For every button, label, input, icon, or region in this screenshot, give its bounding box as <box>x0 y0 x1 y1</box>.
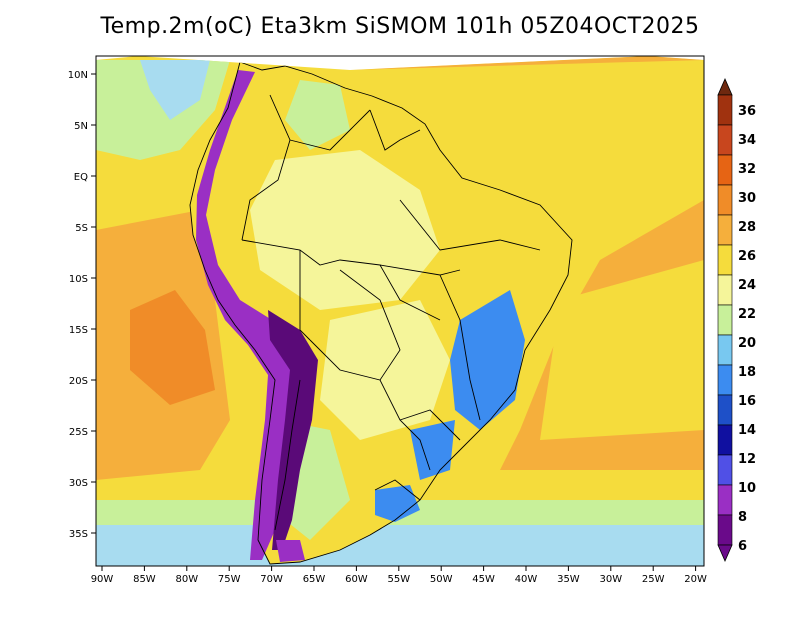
lon-tick-label: 80W <box>175 574 198 585</box>
border-uruguay <box>374 479 421 501</box>
lon-tick-label: 60W <box>345 574 368 585</box>
colorbar-segment <box>717 274 733 306</box>
colorbar-legend: 36 34 32 30 28 26 24 22 20 18 16 14 12 10 8 6 <box>717 78 756 562</box>
lat-tick-label: 5N <box>74 121 88 132</box>
colorbar-label: 6 <box>738 539 747 554</box>
lon-tick-label: 70W <box>260 574 283 585</box>
lon-tick-label: 45W <box>472 574 495 585</box>
andes-cold <box>196 70 300 560</box>
border-peru-bolivia <box>299 250 311 341</box>
lon-tick-label: 65W <box>303 574 326 585</box>
lat-tick-label: 35S <box>69 529 88 540</box>
ocean-coldest-south <box>96 525 704 566</box>
border-paraguay-argentina <box>379 379 431 471</box>
border-brazil-south <box>399 409 461 441</box>
lon-tick-label: 50W <box>430 574 453 585</box>
lat-tick-label: EQ <box>74 172 88 183</box>
colorbar-label: 14 <box>738 423 756 438</box>
highland-cold-minas <box>450 290 525 430</box>
patagonia-coldest <box>276 540 305 562</box>
colorbar-label: 10 <box>738 481 756 496</box>
colorbar-segment <box>717 244 733 276</box>
land-mild-central <box>320 300 450 440</box>
lon-tick-label: 30W <box>599 574 622 585</box>
colorbar-label: 34 <box>738 133 756 148</box>
lon-tick-label: 35W <box>557 574 580 585</box>
border-bolivia <box>309 269 401 381</box>
colorbar-segment <box>717 394 733 426</box>
border-guianas <box>369 109 421 151</box>
lat-tick-label: 10S <box>69 274 88 285</box>
latitude-axis: 10N 5N EQ 5S 10S 15S 20S 25S 30S 35S <box>68 70 96 540</box>
colorbar-top-arrow <box>717 78 733 96</box>
lat-tick-label: 15S <box>69 325 88 336</box>
lat-tick-label: 20S <box>69 376 88 387</box>
land-green-venezuela <box>285 80 350 150</box>
lat-tick-label: 30S <box>69 478 88 489</box>
lon-tick-label: 55W <box>387 574 410 585</box>
lon-tick-label: 20W <box>684 574 707 585</box>
lon-tick-label: 75W <box>218 574 241 585</box>
colorbar-label: 28 <box>738 220 756 235</box>
colorbar-label: 32 <box>738 162 756 177</box>
colorbar-label: 26 <box>738 249 756 264</box>
longitude-axis: 90W 85W 80W 75W 70W 65W 60W 55W 50W 45W 40W 35W 30W 2… <box>91 566 707 585</box>
colorbar-label: 12 <box>738 452 756 467</box>
colorbar-label: 18 <box>738 365 756 380</box>
andes-coldest <box>268 310 318 550</box>
colorbar-segment <box>717 514 733 546</box>
colorbar-segment <box>717 364 733 396</box>
colorbar-label: 36 <box>738 104 756 119</box>
colorbar-label: 20 <box>738 336 756 351</box>
lon-tick-label: 85W <box>133 574 156 585</box>
colorbar-segment <box>717 484 733 516</box>
lon-tick-label: 40W <box>515 574 538 585</box>
map-title: Temp.2m(oC) Eta3km SiSMOM 101h 05Z04OCT2… <box>100 14 700 39</box>
field-layer <box>96 56 704 566</box>
highland-cold-rs <box>375 485 420 522</box>
border-brazil-states-c <box>379 264 441 321</box>
colorbar-label: 8 <box>738 510 747 525</box>
map-frame <box>95 55 705 567</box>
ocean-warm-atlantic <box>540 260 704 440</box>
colorbar-label: 30 <box>738 191 756 206</box>
colorbar-segment <box>717 184 733 216</box>
colorbar-label: 22 <box>738 307 756 322</box>
lat-tick-label: 25S <box>69 427 88 438</box>
ocean-cool-panama <box>140 60 210 120</box>
border-brazil-states-a <box>439 274 481 421</box>
coastline <box>189 61 573 565</box>
border-chile-argentina <box>274 379 301 531</box>
colorbar-label: 16 <box>738 394 756 409</box>
colorbar-segment <box>717 154 733 186</box>
colorbar-segment <box>717 124 733 156</box>
colorbar-segment <box>717 304 733 336</box>
lat-tick-label: 10N <box>68 70 88 81</box>
colorbar-segment <box>717 214 733 246</box>
colorbar-label: 24 <box>738 278 756 293</box>
border-brazil-states-b <box>399 199 541 251</box>
land-mild-amazon <box>250 150 440 310</box>
lon-tick-label: 25W <box>642 574 665 585</box>
border-venezuela <box>289 109 371 151</box>
colorbar-segment <box>717 424 733 456</box>
highland-cold-south <box>410 420 455 480</box>
colorbar-segment <box>717 94 733 126</box>
country-borders <box>189 61 573 565</box>
colorbar-segment <box>717 454 733 486</box>
border-colombia <box>241 94 291 241</box>
lon-tick-label: 90W <box>91 574 114 585</box>
lat-tick-label: 5S <box>75 223 88 234</box>
colorbar-segment <box>717 334 733 366</box>
colorbar-bottom-arrow <box>717 544 733 562</box>
ocean-hottest-pacific <box>130 290 215 405</box>
